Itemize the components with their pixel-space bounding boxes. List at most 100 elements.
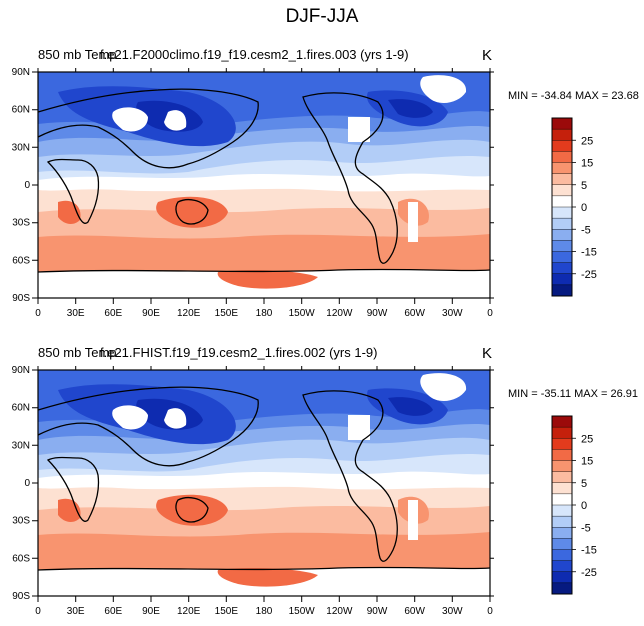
panel1-colorbar-segment [551,195,573,208]
panel2-x-tick-label: 120W [326,606,353,617]
panel2-x-tick-label: 120E [177,606,201,617]
panel2-colorbar: 25 15 5 0 -5 -15 -25 [551,415,597,595]
panel2-y-tick-label: 90S [12,591,30,602]
panel1-x-tick-label: 60E [104,308,122,319]
panel1-y-tick-label: 30S [12,218,30,229]
panel1-min-max: MIN = -34.84 MAX = 23.68 [508,90,639,102]
panel2-units: K [482,345,493,362]
panel1-colorbar-segment [551,140,573,152]
panel2-colorbar-segment [551,527,573,539]
panel2-map [31,365,495,603]
panel1-colorbar-label: 0 [581,202,587,214]
panel2-variable-title: 850 mb Temp [38,345,117,360]
panel1-colorbar-segment [551,117,573,130]
panel1-colorbar-segment [551,151,573,164]
panel1-y-tick-label: 90N [12,67,30,78]
panel2-x-tick-label: 30E [67,606,85,617]
panel1-colorbar: 25 15 5 0 -5 -15 -25 [551,117,597,297]
panel2-colorbar-label: -25 [581,567,597,579]
figure-title: DJF-JJA [285,6,359,27]
panel1-y-tick-label: 60N [12,105,30,116]
panel1-colorbar-segment [551,162,573,175]
panel1-tick-labels: 0 30E 60E 90E 120E 150E 180 150W 120W 90W 60W 30W 09… [12,67,494,319]
panel1-x-tick-label: 90E [142,308,160,319]
panel2-colorbar-segment [551,560,573,573]
panel1-colorbar-segment [551,284,573,297]
panel2-x-tick-label: 60W [404,606,425,617]
panel2-colorbar-label: -15 [581,545,597,557]
panel2-colorbar-segment [551,549,573,562]
panel2-x-tick-label: 150W [289,606,316,617]
panel1-case-title: f.e21.F2000climo.f19_f19.cesm2_1.fires.0… [100,47,409,62]
panel2-colorbar-segment [551,426,573,439]
panel2-x-tick-label: 30W [442,606,463,617]
panel2-colorbar-segment [551,438,573,450]
panel2-x-tick-label: 0 [487,606,493,617]
panel1-x-tick-label: 90W [367,308,388,319]
panel2-colorbar-segment [551,482,573,495]
panel1-x-tick-label: 120E [177,308,201,319]
panel1-units: K [482,47,493,64]
panel2-y-tick-label: 30N [12,440,30,451]
panel1-y-tick-label: 90S [12,293,30,304]
panel1-x-tick-label: 150E [215,308,239,319]
panel2-colorbar-label: 0 [581,500,587,512]
panel1-x-tick-label: 120W [326,308,353,319]
panel1-colorbar-label: 15 [581,158,593,170]
panel2-tick-labels: 0 30E 60E 90E 120E 150E 180 150W 120W 90W 60W 30W 09… [12,365,494,617]
panel1-colorbar-segment [551,128,573,141]
panel2-colorbar-segment [551,582,573,595]
panel2-colorbar-label: 5 [581,478,587,490]
panel1-colorbar-label: 25 [581,135,593,147]
panel2-colorbar-label: -5 [581,522,591,534]
panel2-x-tick-label: 90E [142,606,160,617]
panel2-y-tick-label: 30S [12,516,30,527]
panel1-colorbar-segment [551,184,573,197]
panel2-y-tick-label: 60S [12,553,30,564]
panel2-colorbar-label: 15 [581,456,593,468]
panel2-x-tick-label: 90W [367,606,388,617]
panel1-y-tick-label: 60S [12,255,30,266]
panel1-map [31,67,495,305]
panel1-colorbar-label: -25 [581,269,597,281]
panel1-variable-title: 850 mb Temp [38,47,117,62]
panel2-x-tick-label: 150E [215,606,239,617]
panel2-colorbar-segment [551,504,573,517]
panel2-colorbar-segment [551,471,573,484]
panel1-colorbar-segment [551,240,573,253]
panel2-y-tick-label: 0 [24,478,30,489]
panel1-x-tick-label: 30E [67,308,85,319]
panel2-case-title: f.e21.FHIST.f19_f19.cesm2_1.fires.002 (y… [100,345,378,360]
panel1-x-tick-label: 180 [256,308,273,319]
panel2-colorbar-segment [551,415,573,428]
panel2-y-tick-label: 90N [12,365,30,376]
panel2-x-tick-label: 0 [35,606,41,617]
panel1-x-tick-label: 0 [35,308,41,319]
panel2-colorbar-segment [551,571,573,584]
panel1-colorbar-segment [551,273,573,286]
panel2-colorbar-segment [551,449,573,462]
panel2-colorbar-segment [551,538,573,551]
panel2-y-tick-label: 60N [12,403,30,414]
panel2-x-tick-label: 180 [256,606,273,617]
panel1-x-tick-label: 150W [289,308,316,319]
panel1-colorbar-segment [551,206,573,219]
panel2-colorbar-segment [551,493,573,506]
panel1-x-tick-label: 60W [404,308,425,319]
panel1-colorbar-label: 5 [581,180,587,192]
panel1-colorbar-segment [551,251,573,264]
panel1-colorbar-segment [551,229,573,241]
panel1-colorbar-label: -5 [581,224,591,236]
panel1-y-tick-label: 0 [24,180,30,191]
panel2-colorbar-label: 25 [581,433,593,445]
panel2-min-max: MIN = -35.11 MAX = 26.91 [508,388,639,400]
panel2-colorbar-segment [551,460,573,473]
panel1-colorbar-segment [551,173,573,186]
panel2-colorbar-segment [551,515,573,528]
panel2-x-tick-label: 60E [104,606,122,617]
panel1-x-tick-label: 30W [442,308,463,319]
panel1-colorbar-segment [551,262,573,275]
panel1-x-tick-label: 0 [487,308,493,319]
panel1-y-tick-label: 30N [12,142,30,153]
